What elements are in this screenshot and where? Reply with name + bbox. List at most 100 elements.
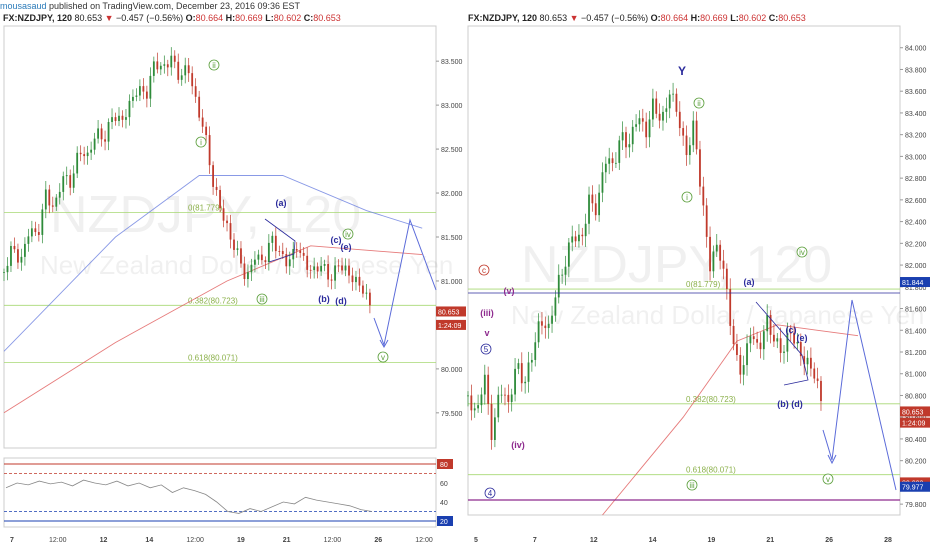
wave-label-circle bbox=[342, 228, 354, 240]
candle-body bbox=[194, 86, 197, 97]
fib-level-label: 0.618(80.071) bbox=[188, 354, 238, 363]
candle-body bbox=[712, 251, 715, 272]
left-chart[interactable]: NZDJPY, 120 New Zealand Dollar / Japanese… bbox=[0, 0, 466, 550]
candle-body bbox=[142, 86, 145, 92]
candle-body bbox=[756, 339, 759, 343]
y-tick-label: 80.200 bbox=[905, 459, 927, 466]
x-tick-label: 19 bbox=[708, 537, 716, 544]
x-tick-label: 12:00 bbox=[49, 537, 67, 544]
x-tick-label: 28 bbox=[884, 537, 892, 544]
candle-body bbox=[215, 186, 218, 190]
high-value: 80.669 bbox=[700, 13, 728, 23]
candle-body bbox=[567, 242, 570, 267]
y-tick-label: 81.400 bbox=[905, 328, 927, 335]
wave-label-circle bbox=[256, 293, 268, 305]
y-tick-label: 80.800 bbox=[905, 393, 927, 400]
arrow-head-icon bbox=[827, 454, 837, 465]
candle-body bbox=[100, 128, 103, 140]
candle-body bbox=[514, 368, 516, 395]
candle-body bbox=[547, 323, 550, 329]
high-label: H: bbox=[690, 13, 701, 23]
candle-body bbox=[72, 173, 75, 188]
candle-body bbox=[125, 117, 127, 120]
y-tick-label: 81.600 bbox=[905, 307, 927, 314]
candle-body bbox=[779, 338, 782, 353]
candle-body bbox=[672, 93, 674, 95]
x-tick-label: 14 bbox=[145, 537, 153, 544]
wave-label-circle bbox=[686, 479, 698, 491]
candle-body bbox=[114, 117, 117, 122]
candle-body bbox=[330, 279, 333, 281]
wave-label: (e) bbox=[341, 242, 352, 252]
publisher-user[interactable]: mousasaud bbox=[0, 1, 47, 11]
close-value: 80.653 bbox=[313, 13, 341, 23]
candle-body bbox=[480, 394, 483, 406]
candle-body bbox=[219, 189, 221, 209]
x-tick-label: 7 bbox=[533, 537, 537, 544]
price-tag-label: 81.844 bbox=[902, 280, 924, 287]
high-label: H: bbox=[225, 13, 236, 23]
candle-body bbox=[48, 189, 51, 206]
projection-path bbox=[373, 218, 437, 347]
candle-body bbox=[561, 274, 564, 276]
candle-body bbox=[299, 250, 302, 253]
moving-average-line bbox=[3, 175, 423, 352]
candle-body bbox=[132, 96, 134, 101]
wave-label: ii bbox=[212, 61, 216, 70]
wave-label: (a) bbox=[276, 198, 287, 208]
candle-body bbox=[306, 255, 309, 270]
wave-label: (b) bbox=[318, 294, 330, 304]
candle-body bbox=[615, 162, 617, 164]
fib-level-label: 0(81.779) bbox=[188, 203, 223, 212]
y-tick-label: 79.800 bbox=[905, 502, 927, 509]
candle-body bbox=[507, 394, 510, 402]
wave-label-circle bbox=[484, 487, 496, 499]
candle-body bbox=[732, 325, 735, 345]
close-value: 80.653 bbox=[778, 13, 806, 23]
candle-body bbox=[722, 260, 725, 269]
candle-body bbox=[55, 197, 58, 207]
candle-body bbox=[250, 264, 253, 273]
price-tag bbox=[900, 481, 930, 492]
wave-label-circle bbox=[796, 246, 808, 258]
price-tag bbox=[436, 319, 466, 330]
candle-body bbox=[517, 363, 520, 369]
x-tick-label: 12 bbox=[590, 537, 598, 544]
y-tick-label: 83.400 bbox=[905, 111, 927, 118]
candle-body bbox=[578, 234, 580, 242]
price-tag-label: 79.977 bbox=[902, 485, 924, 492]
x-tick-label: 12:00 bbox=[324, 537, 342, 544]
candle-body bbox=[166, 64, 169, 68]
x-tick-label: 19 bbox=[237, 537, 245, 544]
candle-body bbox=[783, 351, 785, 353]
y-tick-label: 81.000 bbox=[441, 279, 463, 286]
indicator-tag bbox=[437, 459, 453, 469]
last-price: 80.653 bbox=[539, 13, 568, 23]
candle-body bbox=[487, 374, 490, 404]
candle-body bbox=[705, 205, 708, 237]
y-tick-label: 83.000 bbox=[441, 103, 463, 110]
y-tick-label: 82.500 bbox=[441, 147, 463, 154]
projection-path bbox=[822, 299, 897, 491]
candle-body bbox=[554, 297, 557, 316]
wave-label: (b) bbox=[777, 399, 789, 409]
triangle-trendline bbox=[755, 301, 809, 386]
y-tick-label: 82.400 bbox=[905, 220, 927, 227]
candle-body bbox=[759, 342, 762, 350]
candle-body bbox=[688, 145, 691, 156]
wave-label-circle bbox=[377, 351, 389, 363]
wave-label: (iv) bbox=[511, 440, 525, 450]
candle-body bbox=[76, 152, 79, 174]
candle-body bbox=[205, 126, 208, 136]
candle-body bbox=[477, 405, 479, 409]
down-arrow-icon: ▼ bbox=[569, 13, 579, 23]
candle-body bbox=[17, 249, 19, 263]
right-chart[interactable]: NZDJPY, 120 New Zealand Dollar / Japanese… bbox=[466, 0, 932, 550]
x-tick-label: 14 bbox=[649, 537, 657, 544]
candle-body bbox=[212, 165, 214, 187]
candle-body bbox=[30, 228, 33, 237]
candle-body bbox=[313, 266, 316, 271]
watermark-subtitle: New Zealand Dollar / Japanese Yen bbox=[511, 300, 924, 330]
candle-body bbox=[236, 248, 239, 250]
high-value: 80.669 bbox=[235, 13, 263, 23]
